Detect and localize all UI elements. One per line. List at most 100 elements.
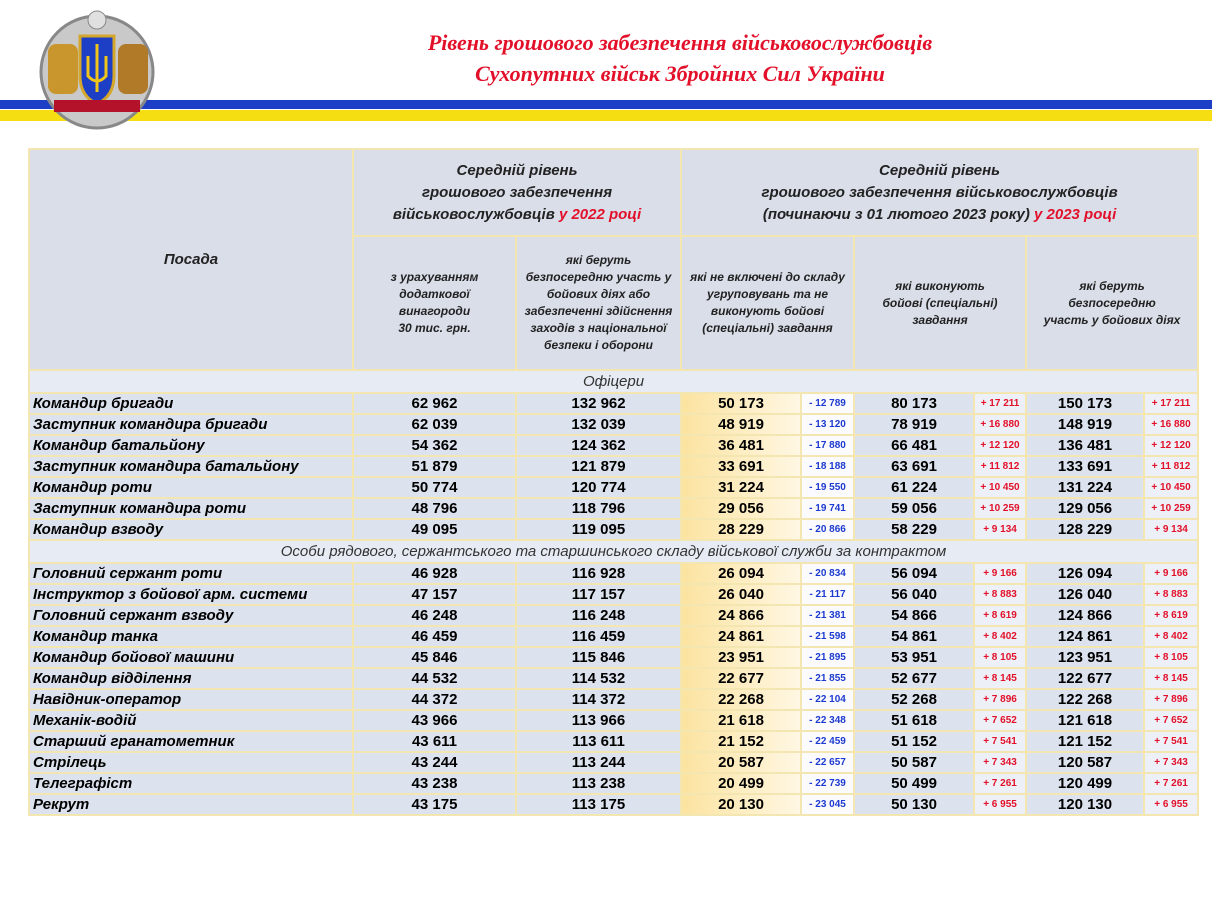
- difference-cell: + 9 134: [973, 518, 1028, 541]
- value-cell: 51 618: [853, 709, 976, 732]
- data-row: Командир відділення 44 532 114 532 22 677- …: [28, 667, 1200, 690]
- difference-cell: - 22 459: [800, 730, 856, 753]
- value-cell: 48 796: [352, 497, 517, 520]
- position-cell: Заступник командира батальйону: [28, 455, 354, 478]
- value-cell: 20 587: [680, 751, 803, 774]
- value-cell: 52 268: [853, 688, 976, 711]
- value-cell: 59 056: [853, 497, 976, 520]
- group-header-text: Середній рівень: [456, 161, 578, 179]
- value-cell: 123 951: [1025, 646, 1146, 669]
- value-cell: 124 861: [1025, 625, 1146, 648]
- subheader: які виконують бойові (спеціальні) завдання: [853, 235, 1028, 371]
- difference-cell: + 11 812: [1143, 455, 1200, 478]
- value-cell: 114 372: [514, 688, 683, 711]
- value-cell: 26 094: [680, 562, 803, 585]
- difference-cell: + 12 120: [1143, 434, 1200, 457]
- value-cell: 126 094: [1025, 562, 1146, 585]
- subheader-line: (спеціальні) завдання: [702, 321, 833, 335]
- group-header-line: Середній рівень: [685, 160, 1194, 182]
- value-cell: 129 056: [1025, 497, 1146, 520]
- difference-cell: - 19 741: [800, 497, 856, 520]
- emblem: [39, 10, 155, 130]
- value-cell: 120 774: [514, 476, 683, 499]
- emblem-lion: [48, 44, 78, 94]
- group-header-text: (починаючи з 01 лютого 2023 року): [762, 205, 1030, 223]
- difference-cell: + 7 896: [973, 688, 1028, 711]
- position-cell: Командир взводу: [28, 518, 354, 541]
- data-row: Телеграфіст 43 238 113 238 20 499- 22 739 50…: [28, 772, 1200, 795]
- subheader-line: бойових діях або: [546, 287, 651, 301]
- difference-cell: + 7 261: [1143, 772, 1200, 795]
- difference-cell: + 17 211: [1143, 392, 1200, 415]
- value-cell: 118 796: [514, 497, 683, 520]
- emblem-star: [87, 10, 107, 30]
- position-cell: Інструктор з бойової арм. системи: [28, 583, 354, 606]
- group-header-line: військовослужбовців у 2022 році: [357, 204, 677, 226]
- value-cell: 119 095: [514, 518, 683, 541]
- subheader-line: безпеки і оборони: [544, 338, 653, 352]
- value-cell: 113 175: [514, 793, 683, 816]
- position-cell: Головний сержант роти: [28, 562, 354, 585]
- value-cell: 121 879: [514, 455, 683, 478]
- value-cell: 46 459: [352, 625, 517, 648]
- value-cell: 126 040: [1025, 583, 1146, 606]
- value-cell: 136 481: [1025, 434, 1146, 457]
- position-cell: Телеграфіст: [28, 772, 354, 795]
- data-row: Рекрут 43 175 113 175 20 130- 23 045 50 130 +…: [28, 793, 1200, 816]
- value-cell: 24 861: [680, 625, 803, 648]
- value-cell: 66 481: [853, 434, 976, 457]
- difference-cell: + 7 541: [973, 730, 1028, 753]
- value-cell: 120 587: [1025, 751, 1146, 774]
- value-cell: 52 677: [853, 667, 976, 690]
- value-cell: 121 152: [1025, 730, 1146, 753]
- difference-cell: + 8 105: [973, 646, 1028, 669]
- position-cell: Механік-водій: [28, 709, 354, 732]
- difference-cell: + 8 145: [973, 667, 1028, 690]
- position-cell: Стрілець: [28, 751, 354, 774]
- subheader: які беруть безпосередню участь у бойових д…: [514, 235, 683, 371]
- difference-cell: + 10 259: [1143, 497, 1200, 520]
- value-cell: 132 039: [514, 413, 683, 436]
- value-cell: 128 229: [1025, 518, 1146, 541]
- difference-cell: + 7 541: [1143, 730, 1200, 753]
- value-cell: 120 130: [1025, 793, 1146, 816]
- value-cell: 50 499: [853, 772, 976, 795]
- data-row: Головний сержант роти 46 928 116 928 26 094…: [28, 562, 1200, 585]
- position-cell: Старший гранатометник: [28, 730, 354, 753]
- difference-cell: + 8 883: [1143, 583, 1200, 606]
- position-cell: Заступник командира бригади: [28, 413, 354, 436]
- position-cell: Командир відділення: [28, 667, 354, 690]
- subheader: які беруть безпосередню участь у бойових д…: [1025, 235, 1200, 371]
- value-cell: 44 532: [352, 667, 517, 690]
- value-cell: 23 951: [680, 646, 803, 669]
- value-cell: 20 499: [680, 772, 803, 795]
- value-cell: 54 362: [352, 434, 517, 457]
- subheader-line: угруповувань та не: [707, 287, 828, 301]
- difference-cell: + 16 880: [1143, 413, 1200, 436]
- difference-cell: - 22 104: [800, 688, 856, 711]
- value-cell: 50 587: [853, 751, 976, 774]
- subheader-line: винагороди: [398, 304, 471, 318]
- yellow-stripe: [0, 110, 1212, 121]
- difference-cell: - 21 381: [800, 604, 856, 627]
- value-cell: 120 499: [1025, 772, 1146, 795]
- value-cell: 43 611: [352, 730, 517, 753]
- subheader-line: 30 тис. грн.: [398, 321, 471, 335]
- difference-cell: + 8 402: [1143, 625, 1200, 648]
- position-cell: Рекрут: [28, 793, 354, 816]
- subheader-row: з урахуванням додаткової винагороди 30 тис.…: [29, 235, 1200, 371]
- group-header-text: військовослужбовців: [392, 205, 555, 223]
- value-cell: 43 175: [352, 793, 517, 816]
- difference-cell: + 8 105: [1143, 646, 1200, 669]
- difference-cell: + 10 450: [973, 476, 1028, 499]
- value-cell: 62 962: [352, 392, 517, 415]
- value-cell: 51 879: [352, 455, 517, 478]
- value-cell: 116 248: [514, 604, 683, 627]
- value-cell: 21 618: [680, 709, 803, 732]
- subheader: з урахуванням додаткової винагороди 30 тис.…: [352, 235, 517, 371]
- value-cell: 26 040: [680, 583, 803, 606]
- value-cell: 49 095: [352, 518, 517, 541]
- value-cell: 115 846: [514, 646, 683, 669]
- section-title: Особи рядового, сержантського та старшин…: [27, 539, 1200, 564]
